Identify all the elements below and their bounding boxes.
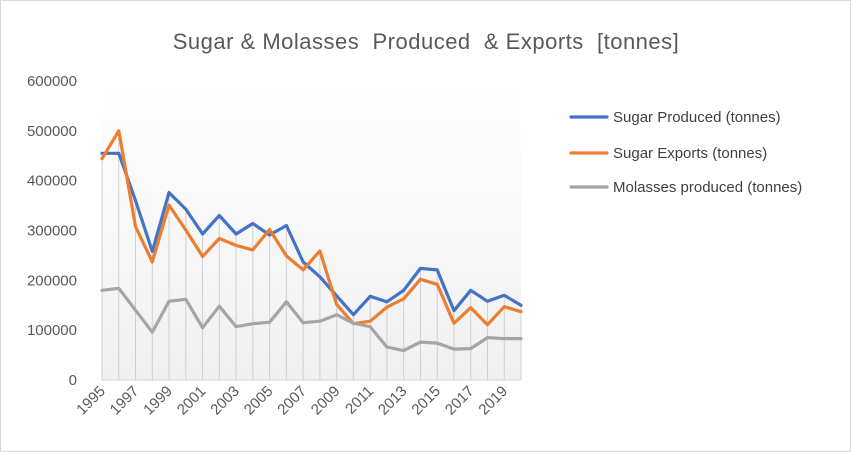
- legend-label: Molasses produced (tonnes): [613, 179, 802, 196]
- x-tick-label: 2003: [207, 383, 243, 419]
- y-axis: 0 100000 200000 300000 400000 500000 600000: [27, 73, 77, 389]
- chart-title: Sugar & Molasses Produced & Exports [ton…: [173, 29, 680, 54]
- x-tick-label: 2005: [241, 383, 277, 419]
- plot-area: [102, 81, 521, 381]
- x-axis: 1995199719992001200320052007200920112013…: [73, 383, 511, 419]
- legend-label: Sugar Produced (tonnes): [613, 109, 781, 126]
- y-tick-label: 100000: [27, 322, 77, 339]
- x-tick-label: 1997: [107, 383, 143, 419]
- y-tick-label: 300000: [27, 223, 77, 240]
- series-lines: [100, 129, 523, 353]
- x-tick-label: 1995: [73, 383, 109, 419]
- x-tick-label: 2011: [342, 383, 377, 418]
- legend-label: Sugar Exports (tonnes): [613, 145, 767, 162]
- x-tick-label: 2007: [274, 383, 310, 419]
- y-tick-label: 400000: [27, 173, 77, 190]
- series-line-3: [100, 286, 523, 353]
- legend: Sugar Produced (tonnes) Sugar Exports (to…: [569, 109, 802, 196]
- y-tick-label: 0: [69, 372, 77, 389]
- y-tick-label: 200000: [27, 272, 77, 289]
- x-tick-label: 2019: [475, 383, 511, 419]
- x-tick-label: 2017: [442, 383, 478, 419]
- x-tick-label: 2015: [408, 383, 444, 419]
- series-line-2: [100, 129, 523, 327]
- y-tick-label: 500000: [27, 123, 77, 140]
- y-tick-label: 600000: [27, 73, 77, 90]
- x-tick-label: 2013: [375, 383, 411, 419]
- x-tick-label: 1999: [140, 383, 176, 419]
- x-tick-label: 2001: [174, 383, 210, 419]
- series-line-1: [100, 151, 523, 317]
- x-tick-label: 2009: [308, 383, 344, 419]
